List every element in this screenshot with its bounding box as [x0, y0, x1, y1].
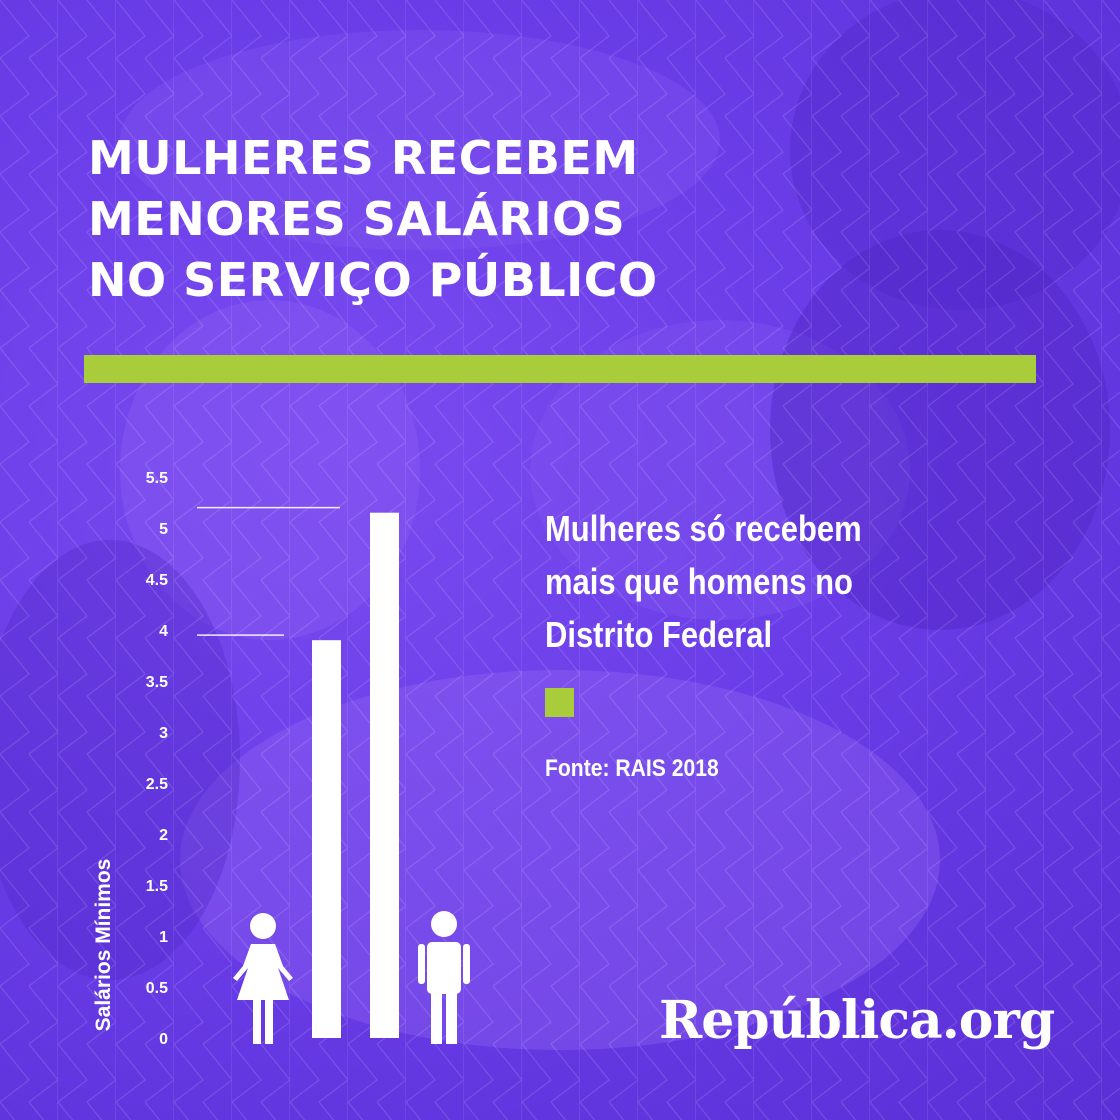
y-tick-label: 5 — [159, 521, 168, 538]
chart-note: Mulheres só recebem mais que homens no D… — [545, 508, 862, 655]
source-label: Fonte: RAIS 2018 — [545, 755, 719, 782]
brand-logo: República.org — [659, 990, 1055, 1051]
legend-swatch — [545, 688, 574, 717]
y-tick-label: 4 — [159, 623, 168, 640]
man-icon — [418, 911, 470, 1044]
y-tick-label: 5.5 — [146, 470, 168, 487]
y-tick-label: 2.5 — [146, 776, 168, 793]
bar — [312, 640, 341, 1038]
y-tick-label: 3 — [159, 725, 168, 742]
y-tick-label: 1.5 — [146, 878, 168, 895]
y-tick-label: 4.5 — [146, 572, 168, 589]
y-tick-label: 2 — [159, 827, 168, 844]
y-tick-label: 0 — [159, 1031, 168, 1048]
title-line-1: MULHERES RECEBEM — [88, 131, 639, 185]
y-tick-label: 1 — [159, 929, 168, 946]
y-tick-label: 3.5 — [146, 674, 168, 691]
title-line-2: MENORES SALÁRIOS — [88, 192, 626, 246]
page-title: MULHERES RECEBEM MENORES SALÁRIOS NO SER… — [88, 128, 658, 311]
title-line-3: NO SERVIÇO PÚBLICO — [88, 253, 658, 307]
y-axis-label: Salários Mínimos — [92, 859, 115, 1032]
woman-icon — [233, 913, 293, 1044]
divider-bar — [84, 355, 1036, 383]
y-tick-label: 0.5 — [146, 980, 168, 997]
bar — [370, 512, 399, 1038]
